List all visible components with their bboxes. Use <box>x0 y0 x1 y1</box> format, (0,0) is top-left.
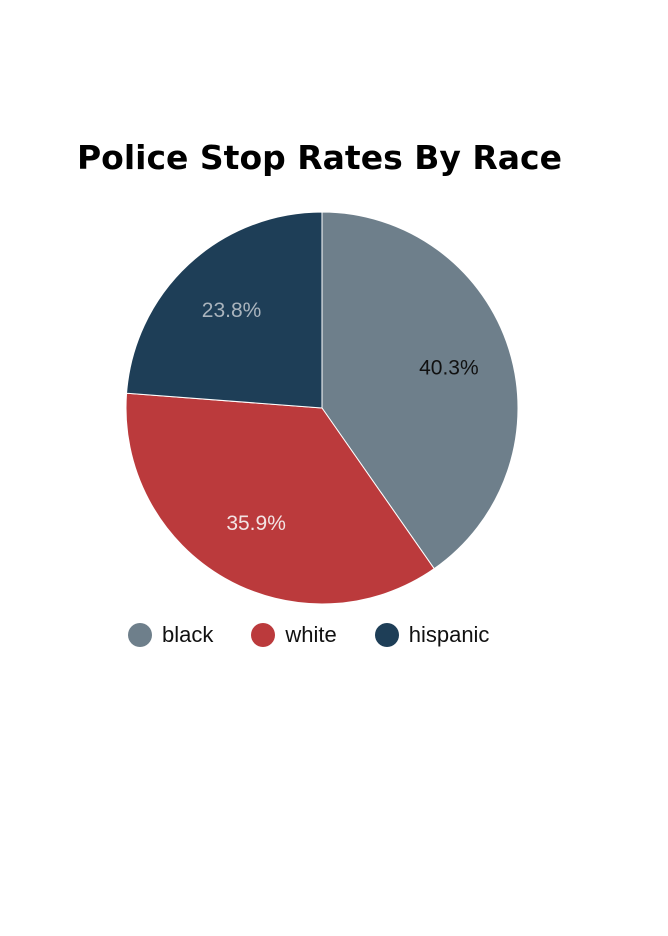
legend-item-white: white <box>251 622 337 648</box>
legend-swatch-white <box>251 623 276 647</box>
legend-label-white: white <box>285 622 337 647</box>
pie-slice-white <box>125 392 435 605</box>
legend-label-hispanic: hispanic <box>408 622 490 647</box>
slice-label-black: 40.3% <box>419 357 479 380</box>
legend-swatch-hispanic <box>374 623 399 647</box>
pie-slice-hispanic <box>126 211 323 409</box>
slice-label-hispanic: 23.8% <box>202 299 262 322</box>
chart-legend: black white hispanic <box>128 620 527 650</box>
legend-swatch-black <box>128 623 152 647</box>
slice-label-white: 35.9% <box>226 512 286 535</box>
chart-title: Police Stop Rates By Race <box>77 138 562 177</box>
pie-slice-black <box>321 211 519 570</box>
legend-label-black: black <box>162 622 214 647</box>
legend-item-hispanic: hispanic <box>374 622 490 648</box>
legend-item-black: black <box>128 622 213 648</box>
